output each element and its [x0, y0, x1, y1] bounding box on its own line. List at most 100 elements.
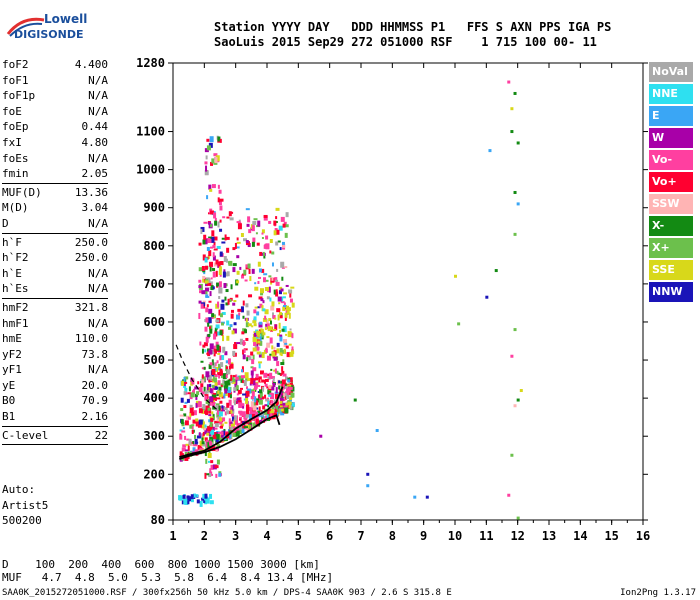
param-name: hmE — [2, 332, 22, 346]
param-row: foF1p N/A — [2, 88, 108, 104]
echo-point — [212, 406, 216, 410]
echo-point — [271, 277, 274, 281]
echo-point — [217, 221, 220, 228]
echo-point — [246, 355, 250, 358]
echo-point — [198, 419, 203, 425]
scatter-point — [510, 354, 514, 358]
echo-point — [270, 409, 274, 414]
echo-point — [245, 397, 249, 404]
legend-item-nnw: NNW — [649, 282, 693, 302]
echo-point — [225, 374, 228, 379]
echo-point — [211, 359, 214, 366]
echo-point — [275, 291, 279, 297]
echo-point — [223, 407, 228, 411]
echo-point — [202, 424, 206, 431]
echo-point — [261, 305, 264, 312]
echo-point — [213, 402, 216, 405]
echo-point — [232, 302, 236, 306]
echo-point — [256, 330, 261, 335]
echo-point — [235, 294, 239, 298]
echo-point — [285, 305, 289, 311]
echo-point — [184, 452, 188, 456]
echo-point — [226, 320, 230, 326]
param-value: N/A — [88, 89, 108, 103]
echo-point — [210, 460, 214, 464]
echo-point — [204, 280, 209, 284]
scatter-point — [519, 389, 523, 393]
echo-point — [202, 431, 205, 436]
echo-point — [281, 366, 284, 372]
echo-point — [230, 313, 234, 319]
echo-point — [218, 472, 222, 477]
echo-point — [218, 411, 223, 417]
echo-point — [221, 322, 225, 326]
x-tick-label: 2 — [201, 529, 208, 543]
echo-point — [260, 328, 264, 334]
echo-point — [198, 267, 203, 272]
echo-point — [253, 332, 257, 337]
echo-point — [191, 429, 194, 434]
echo-point — [239, 266, 242, 270]
scatter-point — [494, 269, 498, 273]
echo-point — [259, 251, 263, 256]
echo-point — [284, 385, 288, 389]
logo-text-lowell: Lowell — [44, 12, 88, 26]
echo-point — [224, 391, 228, 396]
echo-point — [217, 380, 221, 386]
echo-point — [269, 413, 273, 418]
logo-text-digisonde: DIGISONDE — [14, 28, 84, 41]
echo-point — [214, 368, 217, 372]
x-tick-label: 10 — [448, 529, 462, 543]
echo-point — [202, 493, 206, 499]
param-row: h`Es N/A — [2, 281, 108, 297]
echo-point — [273, 369, 277, 372]
echo-point — [214, 382, 218, 387]
echo-point — [263, 379, 266, 384]
echo-point — [271, 345, 274, 350]
echo-point — [243, 269, 247, 275]
echo-point — [234, 379, 238, 386]
echo-point — [209, 266, 212, 272]
echo-point — [274, 228, 278, 233]
echo-point — [274, 277, 278, 283]
echo-point — [252, 337, 256, 343]
echo-point — [221, 395, 225, 399]
echo-point — [184, 376, 189, 380]
echo-point — [227, 298, 230, 305]
echo-point — [181, 380, 185, 386]
echo-point — [210, 285, 214, 291]
echo-point — [187, 444, 190, 451]
echo-point — [281, 296, 284, 302]
echo-point — [230, 427, 234, 431]
scatter-point — [513, 91, 517, 95]
echo-point — [275, 241, 279, 246]
x-tick-label: 15 — [604, 529, 618, 543]
x-tick-label: 1 — [169, 529, 176, 543]
echo-point — [224, 388, 228, 394]
x-tick-label: 6 — [326, 529, 333, 543]
echo-point — [280, 216, 285, 222]
echo-point — [239, 338, 243, 345]
echo-point — [183, 413, 187, 417]
echo-point — [279, 348, 283, 355]
echo-point — [282, 306, 286, 311]
echo-point — [189, 443, 194, 446]
echo-point — [236, 237, 239, 241]
echo-point — [206, 432, 210, 436]
echo-point — [256, 343, 259, 347]
echo-point — [267, 409, 272, 415]
echo-point — [287, 307, 291, 312]
echo-point — [230, 423, 235, 429]
echo-point — [216, 282, 220, 287]
echo-point — [225, 283, 228, 287]
echo-point — [202, 276, 206, 280]
x-tick-label: 7 — [357, 529, 364, 543]
scatter-point — [457, 322, 461, 326]
echo-point — [186, 398, 190, 403]
echo-point — [195, 420, 199, 427]
echo-point — [221, 405, 224, 409]
echo-point — [183, 391, 187, 396]
echo-point — [283, 405, 288, 408]
legend-item-nne: NNE — [649, 84, 693, 104]
echo-point — [209, 397, 214, 403]
